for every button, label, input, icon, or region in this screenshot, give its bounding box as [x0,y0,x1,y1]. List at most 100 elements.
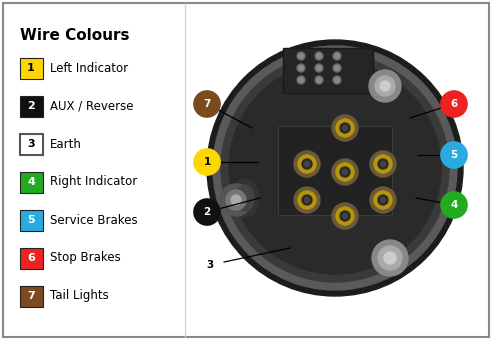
Circle shape [194,149,220,175]
Circle shape [297,64,305,72]
Circle shape [441,91,467,117]
Circle shape [370,187,396,213]
Circle shape [441,142,467,168]
Circle shape [220,184,252,216]
FancyBboxPatch shape [3,3,489,337]
Text: 4: 4 [450,200,458,210]
Circle shape [441,192,467,218]
Text: 3: 3 [27,139,35,149]
Circle shape [294,187,320,213]
Circle shape [384,252,396,264]
FancyBboxPatch shape [20,286,42,306]
Text: Left Indicator: Left Indicator [50,62,128,74]
Circle shape [213,46,457,290]
Circle shape [229,62,441,274]
Circle shape [380,162,386,167]
Text: Tail Lights: Tail Lights [50,289,109,303]
Text: Earth: Earth [50,137,82,151]
Text: 5: 5 [27,215,35,225]
Circle shape [369,70,401,102]
Text: 7: 7 [203,99,211,109]
Text: 1: 1 [203,157,211,167]
Circle shape [332,159,358,185]
Ellipse shape [231,179,259,217]
Circle shape [378,195,388,205]
Circle shape [335,78,339,83]
Circle shape [298,191,316,209]
Circle shape [197,252,223,278]
Circle shape [342,170,347,174]
Circle shape [380,81,390,91]
Circle shape [297,52,305,60]
FancyBboxPatch shape [20,134,42,154]
Circle shape [374,191,392,209]
Circle shape [299,78,304,83]
FancyBboxPatch shape [20,171,42,192]
Text: Right Indicator: Right Indicator [50,175,137,188]
Text: 2: 2 [203,207,211,217]
Circle shape [298,155,316,173]
Text: 5: 5 [450,150,458,160]
Circle shape [340,123,350,133]
Circle shape [372,240,408,276]
Text: 6: 6 [450,99,458,109]
Circle shape [226,190,246,210]
Circle shape [333,64,341,72]
Circle shape [332,203,358,229]
Circle shape [374,155,392,173]
Circle shape [315,52,323,60]
Circle shape [342,125,347,131]
Text: 7: 7 [27,291,35,301]
Circle shape [302,159,312,169]
Circle shape [340,167,350,177]
Circle shape [336,207,354,225]
Circle shape [299,66,304,70]
FancyBboxPatch shape [20,248,42,269]
Text: 3: 3 [206,260,214,270]
FancyBboxPatch shape [283,48,373,93]
Circle shape [231,195,241,205]
Circle shape [221,54,449,282]
Text: 6: 6 [27,253,35,263]
Circle shape [340,211,350,221]
Circle shape [336,119,354,137]
Text: 2: 2 [27,101,35,111]
Circle shape [380,198,386,203]
Circle shape [194,91,220,117]
Circle shape [333,52,341,60]
Text: AUX / Reverse: AUX / Reverse [50,100,133,113]
Circle shape [316,66,321,70]
Circle shape [305,162,309,167]
Circle shape [375,76,395,96]
Circle shape [333,76,341,84]
Text: Wire Colours: Wire Colours [20,28,129,43]
Circle shape [315,76,323,84]
Circle shape [370,151,396,177]
Circle shape [332,115,358,141]
Circle shape [342,214,347,219]
Circle shape [302,195,312,205]
Circle shape [299,53,304,58]
Circle shape [297,76,305,84]
Ellipse shape [236,185,254,211]
FancyBboxPatch shape [20,209,42,231]
Circle shape [316,78,321,83]
Text: 4: 4 [27,177,35,187]
Circle shape [378,246,402,270]
Circle shape [315,64,323,72]
Circle shape [294,151,320,177]
Circle shape [194,199,220,225]
Circle shape [305,198,309,203]
Text: Stop Brakes: Stop Brakes [50,252,121,265]
Circle shape [335,53,339,58]
Text: Service Brakes: Service Brakes [50,214,138,226]
Circle shape [335,66,339,70]
Circle shape [378,159,388,169]
Circle shape [336,163,354,181]
Circle shape [316,53,321,58]
Text: 1: 1 [27,63,35,73]
FancyBboxPatch shape [278,126,392,215]
FancyBboxPatch shape [20,57,42,79]
Circle shape [207,40,463,296]
FancyBboxPatch shape [20,96,42,117]
